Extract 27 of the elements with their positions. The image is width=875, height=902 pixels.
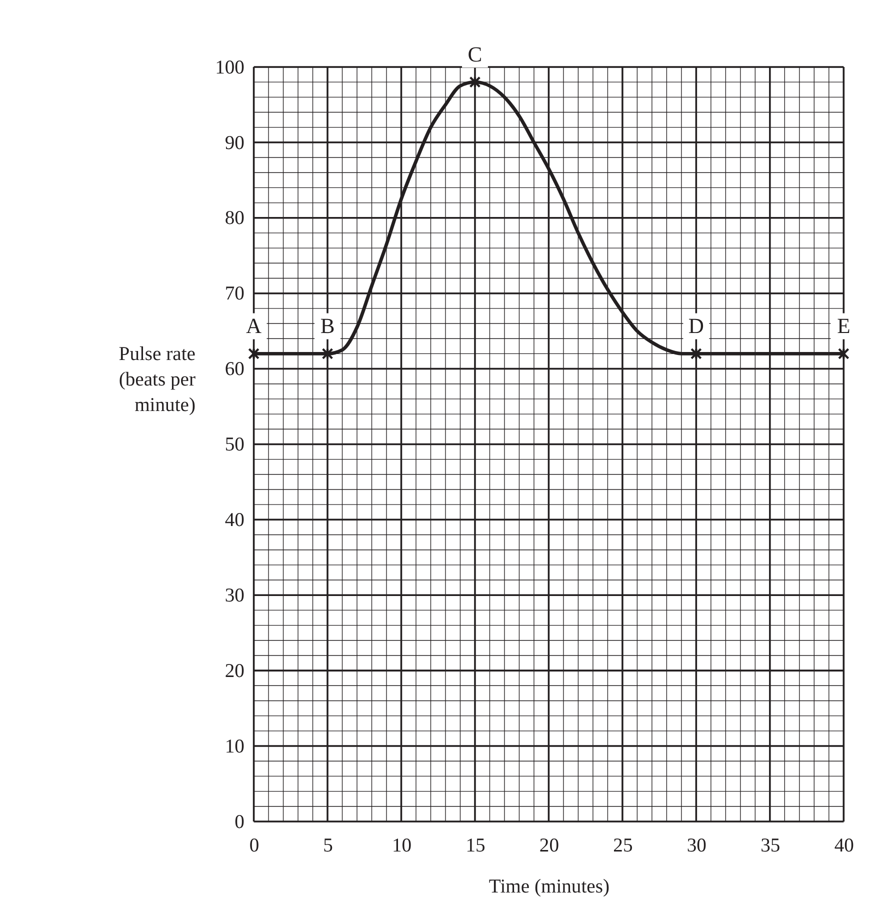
y-tick-label: 0	[234, 812, 245, 833]
annotation: D	[688, 314, 704, 338]
annotation: B	[320, 314, 335, 338]
y-tick-label: 60	[224, 359, 245, 380]
x-tick-label: 25	[613, 835, 633, 856]
x-tick-label: 35	[760, 835, 780, 856]
x-tick-label: 20	[539, 835, 560, 856]
x-tick-label: 0	[249, 835, 260, 856]
y-tick-label: 50	[224, 434, 245, 456]
x-tick-label: 40	[834, 835, 854, 856]
annotation: C	[468, 42, 482, 66]
y-tick-label: 10	[224, 736, 245, 758]
y-tick-label: 40	[224, 510, 245, 532]
y-tick-label: 70	[224, 284, 245, 305]
annotation: A	[246, 314, 262, 338]
x-tick-label: 5	[323, 835, 334, 856]
x-tick-label: 30	[686, 835, 707, 856]
y-axis-title: Pulse rate (beats per minute)	[118, 344, 196, 416]
y-tick-label: 90	[224, 132, 245, 154]
x-tick-label: 15	[466, 835, 486, 856]
y-tick-label: 20	[224, 660, 245, 682]
x-axis-title: Time (minutes)	[488, 876, 610, 898]
y-tick-label: 30	[224, 585, 245, 606]
x-tick-label: 10	[392, 835, 412, 856]
y-tick-label: 80	[224, 208, 245, 230]
y-tick-label: 100	[215, 57, 245, 78]
annotation: E	[837, 314, 850, 338]
